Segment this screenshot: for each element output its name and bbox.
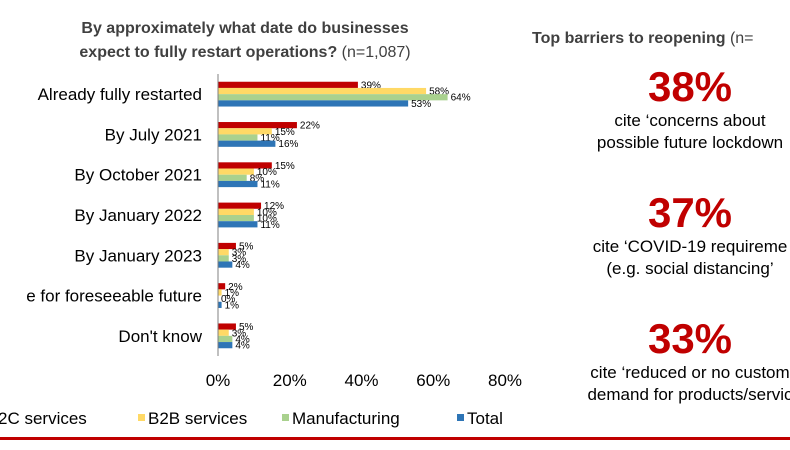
bar-b2b-services <box>218 128 272 135</box>
data-label: 15% <box>275 161 295 172</box>
barrier-desc-line2: possible future lockdown <box>596 133 784 152</box>
data-label: 4% <box>235 334 250 345</box>
bar-total <box>218 180 258 188</box>
data-label: 3% <box>232 328 247 339</box>
bar-total <box>218 301 222 308</box>
barrier-pct: 38% <box>647 63 733 110</box>
chart-title-note: (n=1,087) <box>342 44 411 61</box>
barriers-title: Top barriers to reopening (n= <box>532 30 754 48</box>
bar-total <box>218 221 258 228</box>
data-label: 53% <box>411 99 431 110</box>
bar-manufacturing <box>218 94 448 101</box>
category-label: By January 2022 <box>74 206 202 225</box>
data-label: 22% <box>300 121 320 132</box>
legend-label: 2C services <box>0 409 87 428</box>
x-tick-label: 20% <box>273 371 307 390</box>
bar-b2b-services <box>218 289 222 296</box>
bar-manufacturing <box>218 134 258 141</box>
barrier-stat-3: 33% cite ‘reduced or no custom demand fo… <box>540 316 790 406</box>
barrier-desc-line2: demand for products/servic <box>587 385 790 404</box>
bar-b2c-services <box>218 81 358 88</box>
bar-b2c-services <box>218 242 236 250</box>
legend-label: Manufacturing <box>292 409 400 428</box>
restart-chart: By approximately what date do businesses… <box>0 20 522 428</box>
chart-title-line2: expect to fully restart operations? (n=1… <box>79 44 410 61</box>
bar-b2b-services <box>218 87 427 95</box>
category-label: Don't know <box>118 327 202 346</box>
x-tick-label: 80% <box>488 371 522 390</box>
barriers-panel: Top barriers to reopening (n= 38% cite ‘… <box>532 0 790 445</box>
barriers-title-text: Top barriers to reopening <box>532 30 726 47</box>
data-label: 64% <box>451 93 471 104</box>
category-label: By January 2023 <box>74 246 202 265</box>
data-label: 8% <box>250 173 265 184</box>
x-tick-label: 60% <box>416 371 450 390</box>
bar-total <box>218 342 233 349</box>
bar-b2b-services <box>218 329 229 336</box>
x-tick-label: 0% <box>206 371 231 390</box>
legend-label: B2B services <box>148 409 247 428</box>
barrier-desc-line1: cite ‘COVID-19 requireme <box>592 237 788 256</box>
data-label: 11% <box>260 180 279 191</box>
legend: 2C services B2B services Manufacturing Tota… <box>0 409 503 428</box>
legend-swatch <box>457 414 464 421</box>
bar-total <box>218 140 276 147</box>
data-label: 1% <box>225 300 240 311</box>
bar-b2c-services <box>218 162 272 169</box>
data-label: 3% <box>232 248 247 259</box>
bar-b2b-services <box>218 168 254 175</box>
bar-manufacturing <box>218 215 254 222</box>
x-axis-ticks: 0% 20% 40% 60% 80% <box>206 371 522 390</box>
bar-total <box>218 261 233 268</box>
data-label: 4% <box>235 341 250 352</box>
data-label: 11% <box>260 133 279 144</box>
barrier-desc-line2: (e.g. social distancing’ <box>606 259 774 278</box>
bar-b2c-services <box>218 283 226 290</box>
legend-label: Total <box>467 409 503 428</box>
bar-b2c-services <box>218 122 297 129</box>
barrier-stat-2: 37% cite ‘COVID-19 requireme (e.g. socia… <box>540 190 790 280</box>
data-label: 5% <box>239 241 254 252</box>
barrier-stat-1: 38% cite ‘concerns about possible future… <box>540 64 790 154</box>
barrier-pct: 33% <box>647 315 733 362</box>
category-label: By October 2021 <box>74 166 202 185</box>
legend-swatch <box>138 414 145 421</box>
bar-b2b-services <box>218 249 229 256</box>
barrier-desc-line1: cite ‘reduced or no custom <box>590 363 790 382</box>
data-label: 2% <box>228 282 243 293</box>
x-tick-label: 40% <box>344 371 378 390</box>
data-label: 39% <box>361 80 381 91</box>
chart-title-line1: By approximately what date do businesses <box>81 20 408 37</box>
barriers-title-note: (n= <box>729 30 754 47</box>
bar-manufacturing <box>218 174 247 181</box>
data-label: 12% <box>264 201 284 212</box>
bar-b2c-services <box>218 202 262 209</box>
data-label: 4% <box>235 260 250 271</box>
bar-b2c-services <box>218 323 236 330</box>
bar-manufacturing <box>218 255 229 262</box>
category-labels: Already fully restarted By July 2021 By Oc… <box>26 85 202 346</box>
category-label: Already fully restarted <box>38 85 202 104</box>
data-label: 10% <box>257 167 277 178</box>
bar-manufacturing <box>218 335 233 343</box>
bar-b2b-services <box>218 208 254 215</box>
data-label: 11% <box>260 220 279 231</box>
data-label: 5% <box>239 322 254 333</box>
data-label: 58% <box>429 87 449 98</box>
legend-swatch <box>282 414 289 421</box>
category-label: e for foreseeable future <box>26 287 202 306</box>
bars-layer: 39%58%64%53%22%15%11%16%15%10%8%11%12%10… <box>218 80 471 352</box>
barrier-pct: 37% <box>647 189 733 236</box>
data-label: 0% <box>221 294 236 305</box>
data-label: 3% <box>232 254 247 265</box>
bar-total <box>218 100 409 107</box>
data-label: 10% <box>257 207 277 218</box>
category-label: By July 2021 <box>105 125 202 144</box>
barrier-desc-line1: cite ‘concerns about <box>614 111 766 130</box>
data-label: 16% <box>278 139 298 150</box>
data-label: 15% <box>275 127 295 138</box>
data-label: 10% <box>257 214 277 225</box>
data-label: 1% <box>225 288 240 299</box>
bottom-rule <box>0 437 790 440</box>
